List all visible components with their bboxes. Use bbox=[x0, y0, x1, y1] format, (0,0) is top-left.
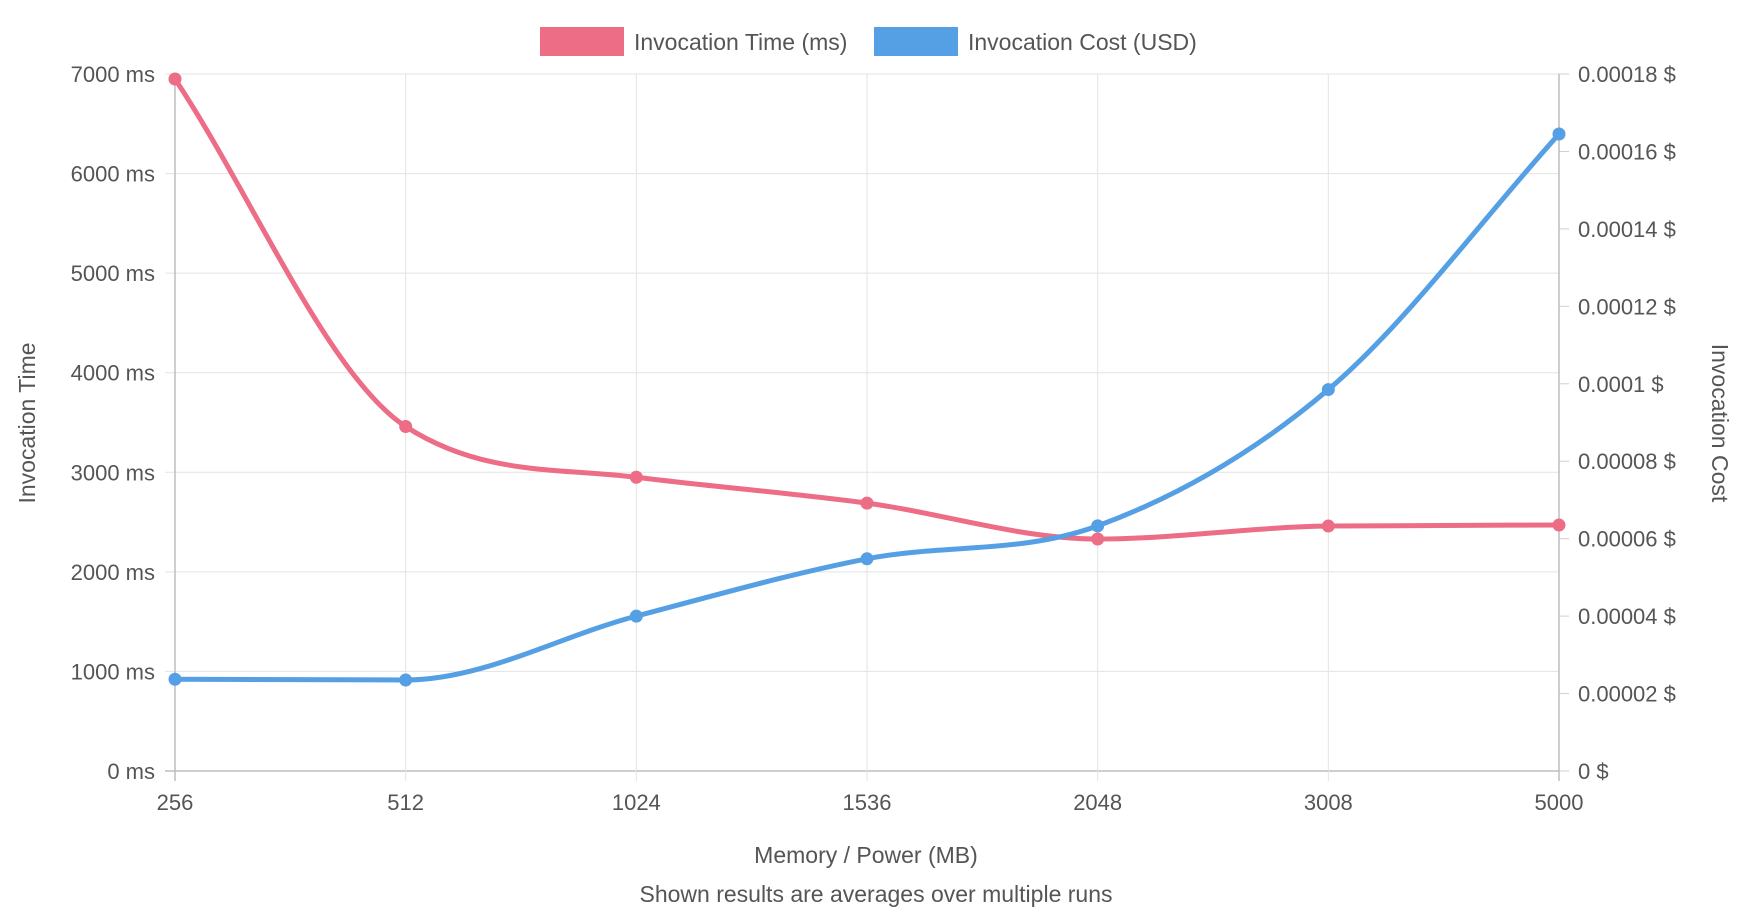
y-left-tick-label: 1000 ms bbox=[71, 659, 155, 684]
data-point-invocation-cost[interactable] bbox=[1552, 127, 1566, 141]
y-right-tick-label: 0.00018 $ bbox=[1578, 62, 1676, 87]
grid-lines bbox=[165, 73, 1569, 781]
x-tick-label: 256 bbox=[157, 790, 194, 815]
legend-label-invocation-time[interactable]: Invocation Time (ms) bbox=[634, 29, 847, 55]
x-tick-label: 1536 bbox=[843, 790, 892, 815]
x-axis-title: Memory / Power (MB) bbox=[754, 842, 978, 868]
y-axis-left-title: Invocation Time bbox=[14, 342, 40, 503]
data-point-invocation-time[interactable] bbox=[860, 496, 874, 510]
legend-swatch-invocation-time[interactable] bbox=[540, 27, 624, 56]
y-right-tick-label: 0.00014 $ bbox=[1578, 217, 1676, 242]
y-right-tick-label: 0.0001 $ bbox=[1578, 372, 1664, 397]
y-left-tick-label: 2000 ms bbox=[71, 560, 155, 585]
data-point-invocation-cost[interactable] bbox=[399, 673, 413, 687]
y-left-tick-label: 0 ms bbox=[107, 759, 155, 784]
data-point-invocation-cost[interactable] bbox=[168, 672, 182, 686]
legend-label-invocation-cost[interactable]: Invocation Cost (USD) bbox=[968, 29, 1197, 55]
y-right-tick-label: 0 $ bbox=[1578, 759, 1609, 784]
x-tick-label: 1024 bbox=[612, 790, 661, 815]
data-point-invocation-cost[interactable] bbox=[860, 552, 874, 566]
y-left-tick-label: 3000 ms bbox=[71, 460, 155, 485]
legend: Invocation Time (ms) Invocation Cost (USD… bbox=[540, 27, 1197, 56]
y-left-tick-label: 7000 ms bbox=[71, 62, 155, 87]
y-left-tick-label: 6000 ms bbox=[71, 162, 155, 187]
x-tick-label: 2048 bbox=[1073, 790, 1122, 815]
data-point-invocation-time[interactable] bbox=[1091, 532, 1105, 546]
y-right-tick-label: 0.00002 $ bbox=[1578, 682, 1676, 707]
data-point-invocation-time[interactable] bbox=[168, 72, 182, 86]
y-axis-right-title: Invocation Cost bbox=[1707, 344, 1733, 503]
data-point-invocation-time[interactable] bbox=[399, 419, 413, 433]
x-tick-label: 512 bbox=[387, 790, 424, 815]
axes: 0 ms 1000 ms 2000 ms 3000 ms 4000 ms 5000 ms 6… bbox=[71, 62, 1676, 815]
x-tick-label: 5000 bbox=[1535, 790, 1584, 815]
data-point-invocation-cost[interactable] bbox=[1091, 519, 1105, 533]
data-points bbox=[168, 72, 1566, 687]
data-point-invocation-time[interactable] bbox=[629, 470, 643, 484]
y-right-tick-label: 0.00012 $ bbox=[1578, 294, 1676, 319]
y-right-tick-label: 0.00008 $ bbox=[1578, 449, 1676, 474]
y-right-tick-label: 0.00004 $ bbox=[1578, 604, 1676, 629]
y-right-tick-label: 0.00006 $ bbox=[1578, 527, 1676, 552]
y-right-tick-label: 0.00016 $ bbox=[1578, 139, 1676, 164]
data-point-invocation-time[interactable] bbox=[1321, 519, 1335, 533]
data-point-invocation-cost[interactable] bbox=[1321, 383, 1335, 397]
data-point-invocation-time[interactable] bbox=[1552, 518, 1566, 532]
x-tick-label: 3008 bbox=[1304, 790, 1353, 815]
y-left-tick-label: 4000 ms bbox=[71, 361, 155, 386]
data-point-invocation-cost[interactable] bbox=[629, 609, 643, 623]
legend-swatch-invocation-cost[interactable] bbox=[874, 27, 958, 56]
chart-subtitle: Shown results are averages over multiple… bbox=[639, 881, 1112, 907]
y-left-tick-label: 5000 ms bbox=[71, 261, 155, 286]
